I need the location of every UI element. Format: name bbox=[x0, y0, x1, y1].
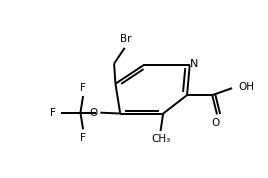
Text: F: F bbox=[80, 83, 86, 93]
Text: F: F bbox=[80, 133, 86, 143]
Text: O: O bbox=[211, 118, 220, 128]
Text: OH: OH bbox=[239, 82, 255, 92]
Text: CH₃: CH₃ bbox=[151, 134, 170, 144]
Text: F: F bbox=[50, 108, 56, 118]
Text: O: O bbox=[90, 108, 98, 118]
Text: Br: Br bbox=[120, 34, 132, 44]
Text: N: N bbox=[190, 59, 199, 69]
